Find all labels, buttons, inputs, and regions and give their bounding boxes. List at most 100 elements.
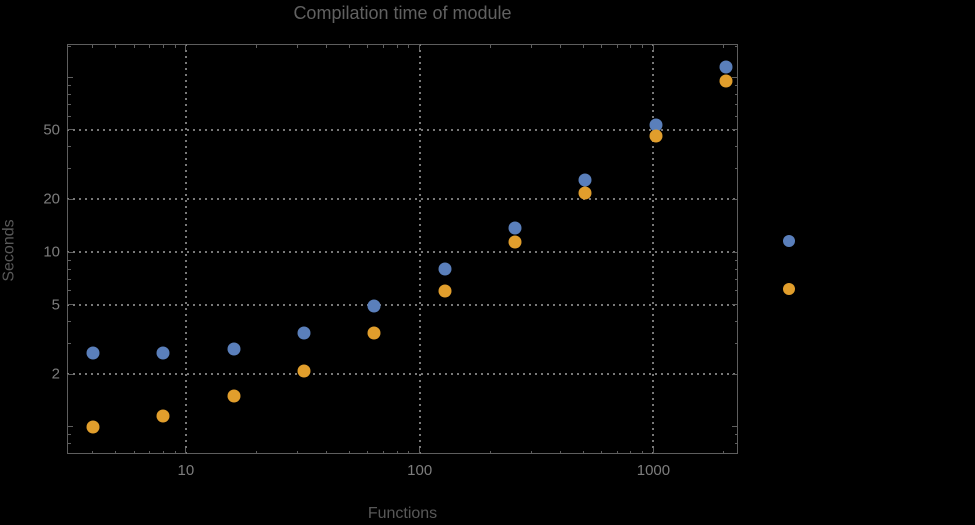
tick-mark-y [67,304,73,306]
tick-mark-y [67,129,73,131]
tick-mark-x [92,44,94,48]
y-tick-label: 2 [51,365,60,383]
tick-mark-x [133,450,135,454]
tick-mark-x [185,44,187,50]
data-point-series-2-orange [508,235,522,249]
tick-mark-x [348,44,350,48]
tick-mark-x [296,44,298,48]
tick-mark-y [67,268,71,270]
data-point-series-1-blue [649,118,663,132]
tick-mark-y [734,259,738,261]
gridline-vertical [418,44,421,454]
tick-mark-x [115,44,117,48]
tick-mark-y [734,45,738,47]
data-point-series-1-blue [367,299,381,313]
tick-mark-y [67,146,71,148]
data-point-series-1-blue [438,262,452,276]
data-point-series-2-orange [649,129,663,143]
tick-mark-y [67,76,73,78]
tick-mark-x [582,450,584,454]
tick-mark-y [732,76,738,78]
tick-mark-y [67,343,71,344]
tick-mark-y [734,103,738,105]
tick-mark-y [732,426,738,428]
x-tick-label: 10 [177,462,195,479]
tick-mark-x [642,450,644,454]
tick-mark-x [723,44,725,48]
tick-mark-x [348,450,350,454]
tick-mark-x [382,450,384,454]
tick-mark-x [185,448,187,454]
tick-mark-x [652,44,654,50]
data-point-series-2-orange [367,326,381,340]
tick-mark-x [408,44,410,48]
tick-mark-x [489,44,491,48]
tick-mark-y [67,103,71,105]
tick-mark-y [734,443,738,445]
data-point-series-1-blue [508,221,522,235]
tick-mark-x [419,448,421,454]
tick-mark-x [255,450,257,454]
tick-mark-x [530,44,532,48]
tick-mark-x [367,450,369,454]
gridline-horizontal [67,251,738,254]
data-point-series-2-orange [719,74,733,88]
y-tick-label: 50 [43,121,60,139]
tick-mark-x [642,44,644,48]
tick-mark-y [734,93,738,95]
tick-mark-y [67,198,73,200]
tick-mark-x [255,44,257,48]
tick-mark-x [174,44,176,48]
tick-mark-y [734,84,738,86]
y-tick-label: 5 [51,296,60,314]
gridline-vertical [652,44,655,454]
data-point-series-2-orange [578,186,592,200]
tick-mark-x [396,44,398,48]
plot-area [67,44,738,454]
tick-mark-y [732,373,738,375]
tick-mark-x [149,450,151,454]
tick-mark-x [652,448,654,454]
tick-mark-y [67,84,71,86]
tick-mark-x [601,44,603,48]
tick-mark-x [630,44,632,48]
tick-mark-x [133,44,135,48]
data-point-series-2-orange [297,364,311,378]
data-point-series-1-blue [156,346,170,360]
legend-marker-series-2-orange [783,283,795,295]
tick-mark-y [67,373,73,375]
tick-mark-x [559,44,561,48]
tick-mark-x [408,450,410,454]
tick-mark-x [162,44,164,48]
tick-mark-x [367,44,369,48]
tick-mark-y [734,168,738,170]
tick-mark-x [162,450,164,454]
data-point-series-2-orange [438,284,452,298]
tick-mark-x [149,44,151,48]
tick-mark-y [734,115,738,117]
tick-mark-x [382,44,384,48]
tick-mark-y [67,434,71,436]
tick-mark-y [734,290,738,292]
tick-mark-x [115,450,117,454]
tick-mark-x [296,450,298,454]
tick-mark-y [67,290,71,292]
legend-marker-series-1-blue [783,235,795,247]
tick-mark-x [601,450,603,454]
data-point-series-1-blue [86,346,100,360]
gridline-vertical [184,44,187,454]
x-tick-label: 1000 [636,462,671,479]
tick-mark-x [616,450,618,454]
chart-title: Compilation time of module [293,3,512,23]
gridline-horizontal [67,198,738,201]
tick-mark-x [630,450,632,454]
tick-mark-x [92,450,94,454]
tick-mark-x [582,44,584,48]
tick-mark-y [67,115,71,117]
gridline-horizontal [67,303,738,306]
tick-mark-x [326,450,328,454]
tick-mark-x [616,44,618,48]
data-point-series-2-orange [227,389,241,403]
tick-mark-y [734,321,738,323]
